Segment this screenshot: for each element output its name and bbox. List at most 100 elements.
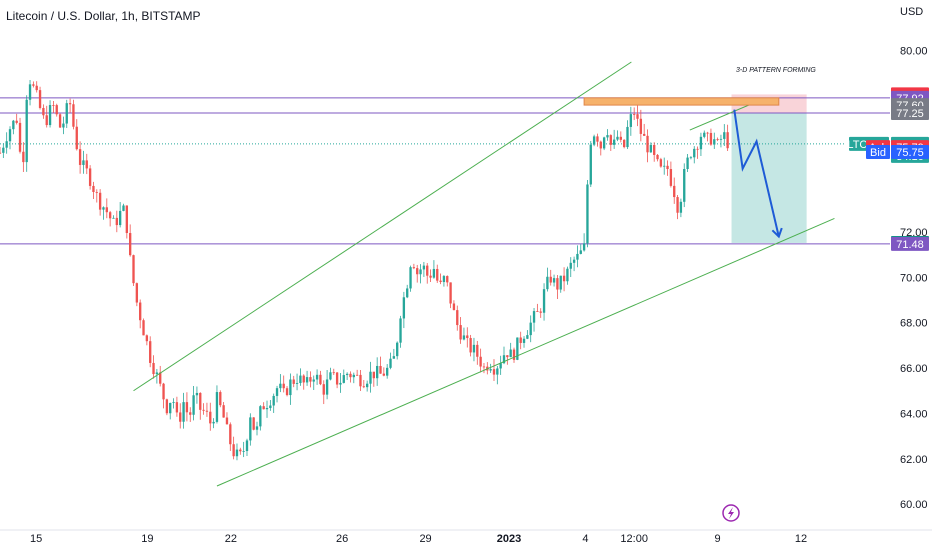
- candle-body-29: [95, 191, 98, 193]
- candle-body-130: [432, 268, 436, 278]
- candle-body-134: [446, 276, 449, 283]
- candle-body-136: [452, 303, 456, 311]
- candle-body-168: [559, 275, 562, 290]
- candle-body-114: [379, 365, 382, 374]
- x-tick-label-5: 2023: [497, 533, 521, 545]
- candle-body-187: [622, 139, 626, 148]
- candle-body-156: [519, 337, 522, 343]
- candle-body-207: [689, 157, 693, 159]
- candle-body-101: [335, 372, 339, 385]
- candle-body-180: [599, 141, 602, 149]
- candle-body-193: [643, 133, 646, 136]
- candle-body-147: [489, 369, 492, 371]
- candle-body-76: [252, 417, 255, 430]
- candle-body-4: [12, 120, 15, 130]
- candle-body-13: [42, 107, 45, 116]
- candle-body-106: [352, 374, 355, 378]
- candle-body-182: [606, 135, 609, 138]
- candle-body-21: [68, 103, 72, 105]
- candle-body-110: [365, 383, 369, 388]
- candle-body-116: [386, 367, 389, 376]
- candle-body-63: [209, 411, 212, 424]
- candle-body-177: [589, 144, 592, 185]
- tag-71-48-bg: [891, 236, 929, 251]
- candle-body-159: [529, 322, 532, 336]
- candle-body-88: [292, 379, 295, 384]
- candle-body-5: [15, 120, 18, 123]
- candle-body-149: [496, 368, 499, 375]
- bid-label: Bid: [870, 147, 886, 159]
- y-tick-label-3: 66.00: [900, 363, 928, 375]
- candle-body-99: [329, 372, 332, 380]
- candle-body-72: [239, 449, 242, 452]
- candle-body-6: [18, 122, 22, 152]
- candle-body-24: [78, 149, 82, 165]
- time-axis[interactable]: 15 19 22 26 29 2023 4 12:00 9 12: [0, 529, 932, 545]
- lightning-icon[interactable]: [722, 504, 740, 522]
- candle-body-150: [499, 363, 502, 369]
- candle-body-84: [279, 383, 282, 389]
- candle-body-73: [242, 451, 245, 452]
- candle-body-103: [342, 375, 345, 383]
- candle-body-61: [202, 409, 205, 411]
- candle-body-107: [355, 374, 359, 376]
- candle-body-79: [262, 406, 265, 410]
- candle-body-82: [272, 395, 275, 406]
- candle-body-138: [459, 325, 462, 340]
- candle-body-92: [305, 377, 309, 383]
- candle-body-196: [653, 145, 656, 155]
- candle-body-203: [676, 197, 679, 213]
- candle-body-28: [92, 185, 95, 192]
- candle-body-119: [396, 342, 399, 357]
- candle-body-171: [569, 262, 572, 269]
- candle-body-142: [472, 344, 476, 353]
- candle-body-31: [102, 207, 105, 210]
- channel-lines-layer: [133, 61, 835, 487]
- candle-body-157: [522, 338, 526, 343]
- candle-body-194: [646, 135, 649, 153]
- x-tick-label-9: 12: [795, 533, 807, 545]
- candle-body-179: [596, 136, 599, 142]
- candle-body-158: [526, 335, 529, 339]
- candle-body-56: [185, 402, 189, 413]
- x-tick-label-7: 12:00: [620, 533, 648, 545]
- candle-body-2: [5, 141, 8, 148]
- candle-body-143: [476, 344, 479, 357]
- candle-body-199: [663, 165, 666, 167]
- candle-body-14: [45, 115, 48, 126]
- candle-body-87: [289, 379, 292, 396]
- candle-body-175: [582, 243, 586, 251]
- candle-body-69: [229, 424, 232, 445]
- candle-body-123: [409, 267, 412, 289]
- candle-body-8: [25, 99, 28, 163]
- candle-body-148: [492, 369, 496, 375]
- candle-body-11: [35, 85, 38, 91]
- candle-body-53: [175, 402, 179, 413]
- candle-body-70: [232, 444, 235, 457]
- candle-body-184: [612, 139, 616, 145]
- candle-body-191: [636, 114, 639, 119]
- candle-body-80: [265, 408, 269, 410]
- candle-body-1: [2, 147, 5, 153]
- candle-body-65: [215, 392, 219, 422]
- candle-body-120: [399, 318, 402, 343]
- candle-body-9: [28, 84, 32, 100]
- candle-body-173: [576, 253, 579, 260]
- candle-body-86: [285, 388, 289, 396]
- y-tick-label-5: 70.00: [900, 272, 928, 284]
- candle-body-23: [75, 126, 78, 150]
- candle-body-50: [165, 399, 169, 414]
- candle-body-22: [72, 104, 75, 127]
- candle-body-42: [139, 302, 142, 321]
- projection-arrowhead: [771, 227, 783, 239]
- candle-body-176: [586, 184, 589, 244]
- candle-body-209: [696, 148, 699, 150]
- candle-body-218: [726, 132, 729, 149]
- candle-body-189: [629, 114, 633, 127]
- x-tick-label-0: 15: [30, 533, 42, 545]
- x-tick-label-3: 26: [336, 533, 348, 545]
- candle-body-133: [442, 276, 446, 283]
- candle-body-55: [182, 402, 185, 422]
